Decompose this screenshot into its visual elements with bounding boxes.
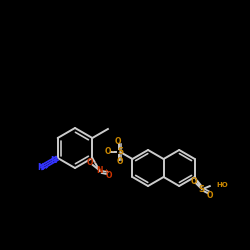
- Text: +: +: [104, 168, 108, 173]
- Text: O: O: [206, 190, 213, 200]
- Text: -: -: [94, 160, 96, 165]
- Text: O: O: [86, 158, 93, 168]
- Text: N: N: [96, 166, 103, 175]
- Text: N: N: [37, 164, 44, 172]
- Text: S: S: [117, 148, 123, 156]
- Text: O: O: [106, 172, 112, 180]
- Text: O: O: [105, 148, 112, 156]
- Text: O: O: [115, 138, 121, 146]
- Text: O: O: [190, 176, 197, 186]
- Text: -: -: [111, 149, 114, 154]
- Text: HO: HO: [217, 182, 228, 188]
- Text: O: O: [117, 158, 123, 166]
- Text: +: +: [43, 165, 48, 170]
- Text: N: N: [50, 156, 56, 165]
- Text: S: S: [199, 184, 205, 194]
